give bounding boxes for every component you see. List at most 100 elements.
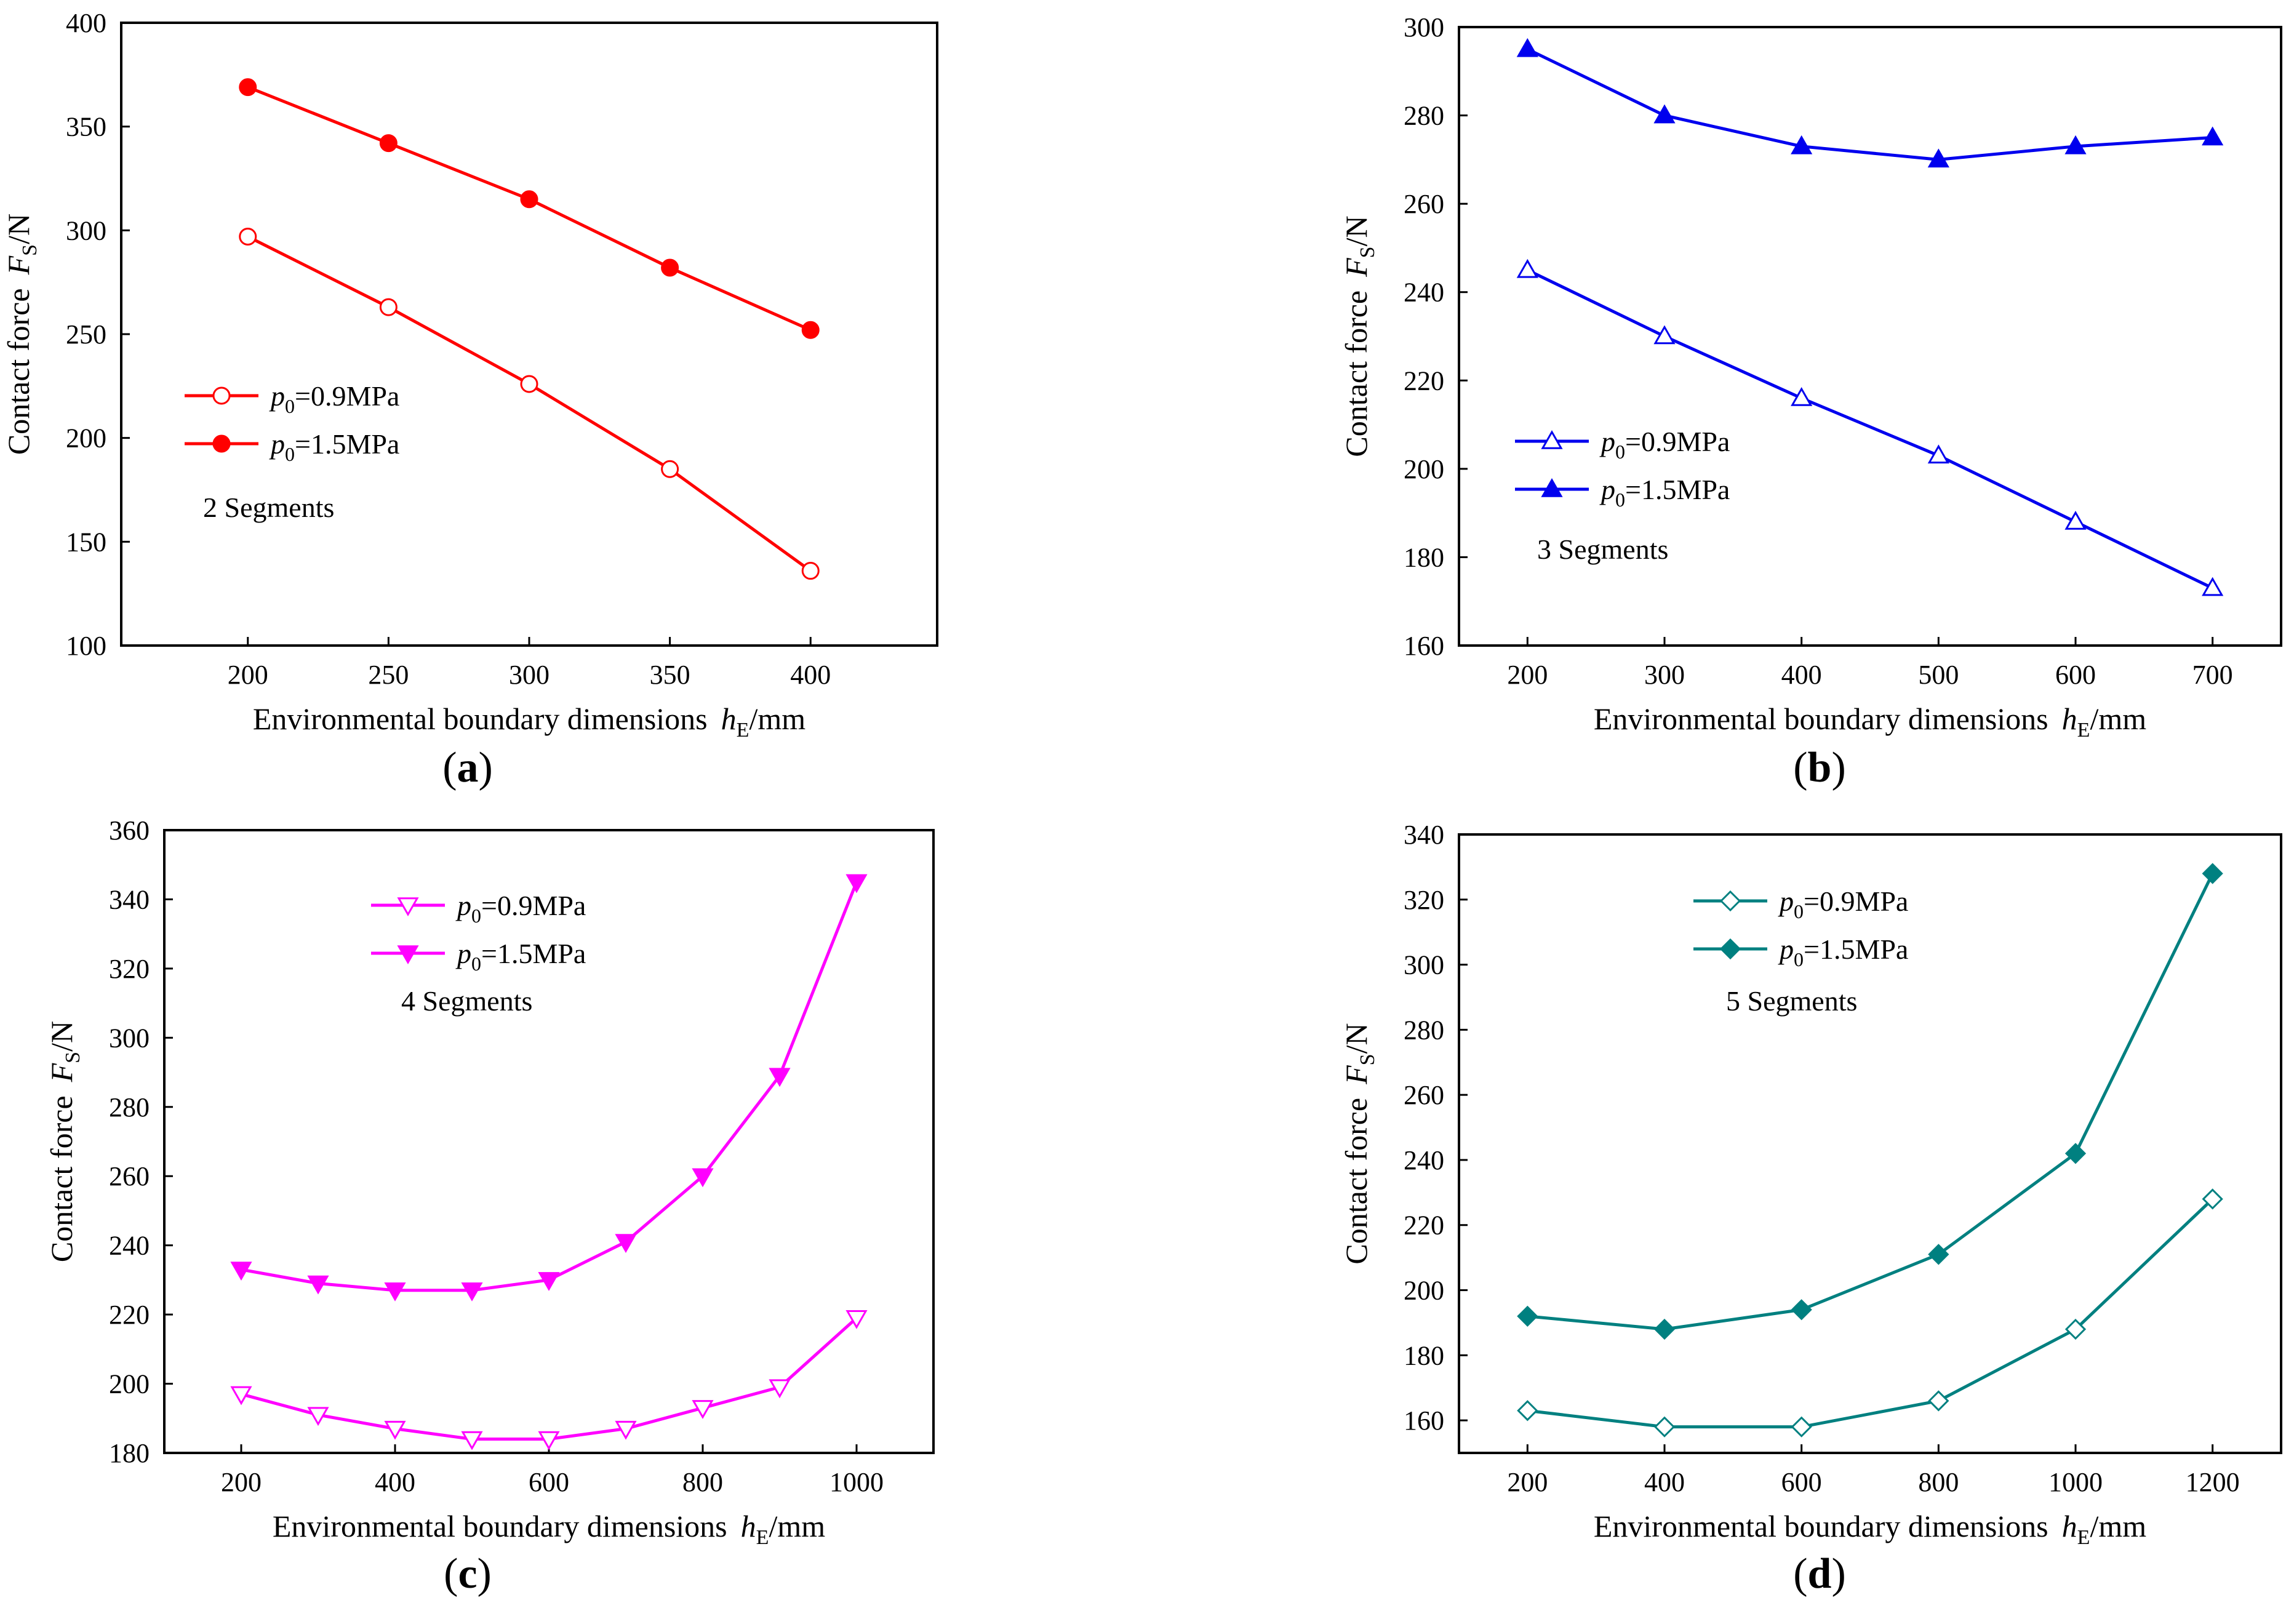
- data-point: [384, 1420, 406, 1440]
- legend: p0=0.9MPa p0=1.5MPa: [185, 380, 399, 465]
- data-point: [1791, 1416, 1812, 1438]
- y-tick-label: 160: [1404, 1406, 1444, 1436]
- y-tick-label: 320: [1404, 885, 1444, 915]
- y-axis-label: Contact forceFS/N: [1, 214, 41, 455]
- y-tick-label: 400: [66, 8, 106, 38]
- plot-frame: [163, 829, 935, 1454]
- x-tick-label: 200: [1507, 660, 1548, 690]
- data-point: [1653, 104, 1676, 124]
- y-tick-label: 200: [109, 1369, 150, 1399]
- y-tick-label: 320: [109, 954, 150, 984]
- legend-entry: p0=1.5MPa: [269, 428, 399, 465]
- x-tick-label: 1000: [2048, 1467, 2103, 1497]
- x-tick-label: 400: [1644, 1467, 1685, 1497]
- series-line: [1527, 47, 2213, 161]
- y-tick-label: 180: [1404, 1340, 1444, 1370]
- y-tick-label: 300: [109, 1023, 150, 1053]
- legend-entry: p0=1.5MPa: [1599, 474, 1730, 511]
- y-tick-label: 150: [66, 527, 106, 557]
- data-point: [801, 321, 820, 339]
- panel-caption: (a): [442, 744, 493, 791]
- data-point: [239, 227, 257, 246]
- legend: p0=0.9MPa p0=1.5MPa: [1693, 886, 1908, 970]
- x-tick-label: 300: [509, 660, 550, 690]
- legend: p0=0.9MPa p0=1.5MPa: [1515, 426, 1730, 511]
- x-tick-label: 800: [682, 1467, 723, 1497]
- data-point: [2202, 577, 2224, 596]
- data-point: [1653, 325, 1676, 345]
- data-point: [1928, 1390, 1949, 1412]
- data-point: [1517, 1400, 1538, 1422]
- data-point: [1653, 1416, 1676, 1438]
- legend: p0=0.9MPa p0=1.5MPa: [371, 890, 586, 975]
- series-line: [1527, 873, 2214, 1331]
- y-axis-label: Contact forceFS/N: [1339, 1023, 1379, 1264]
- x-tick-label: 300: [1644, 660, 1685, 690]
- y-tick-label: 240: [1404, 1145, 1444, 1175]
- data-point: [615, 1234, 637, 1254]
- series-p0-1-5mpa: [1517, 863, 2223, 1340]
- y-tick-label: 240: [109, 1231, 150, 1261]
- segments-annotation: 3 Segments: [1537, 534, 1668, 565]
- data-point: [538, 1431, 560, 1450]
- legend-marker: [1719, 890, 1741, 912]
- y-tick-label: 340: [1404, 820, 1444, 850]
- x-tick-label: 400: [790, 660, 831, 690]
- data-point: [230, 1386, 252, 1406]
- data-point: [845, 1310, 868, 1329]
- y-tick-label: 160: [1404, 631, 1444, 661]
- y-tick-label: 260: [109, 1161, 150, 1191]
- data-point: [307, 1275, 329, 1295]
- x-axis-label: Environmental boundary dimensions hE/mm: [253, 702, 805, 742]
- y-axis-label: Contact forceFS/N: [44, 1021, 84, 1262]
- chart-panel-d: 200 400 600 800 1000 1200 160 180 200 220 240 260 28…: [1339, 820, 2282, 1598]
- segments-annotation: 2 Segments: [203, 492, 334, 523]
- y-tick-label: 220: [109, 1300, 150, 1330]
- series-p0-0-9mpa: [230, 1310, 868, 1450]
- data-point: [661, 460, 679, 478]
- y-tick-label: 180: [109, 1438, 150, 1468]
- series-p0-0-9mpa: [1516, 258, 2224, 596]
- data-point: [1791, 386, 1813, 406]
- legend-marker: [397, 897, 419, 917]
- data-point: [1516, 258, 1538, 278]
- data-point: [661, 258, 679, 277]
- panel-caption: (b): [1793, 744, 1846, 791]
- data-point: [2202, 863, 2223, 884]
- y-tick-label: 350: [66, 112, 106, 142]
- legend-entry: p0=1.5MPa: [455, 938, 586, 975]
- series-line: [247, 86, 812, 332]
- series-line: [1527, 268, 2213, 590]
- series-p0-0-9mpa: [1517, 1188, 2223, 1438]
- segments-annotation: 5 Segments: [1726, 985, 1857, 1017]
- legend-marker: [212, 434, 231, 453]
- panel-caption: (c): [444, 1550, 492, 1598]
- data-point: [538, 1272, 560, 1291]
- x-axis-label: Environmental boundary dimensions hE/mm: [1594, 702, 2146, 742]
- x-tick-label: 400: [1781, 660, 1822, 690]
- data-point: [307, 1407, 329, 1426]
- data-point: [1653, 1318, 1676, 1340]
- legend-marker: [397, 945, 419, 965]
- series-p0-1-5mpa: [230, 874, 868, 1302]
- legend-entry: p0=0.9MPa: [455, 890, 586, 927]
- y-tick-label: 280: [109, 1092, 150, 1122]
- x-tick-label: 350: [650, 660, 690, 690]
- y-tick-label: 220: [1404, 366, 1444, 396]
- legend-entry: p0=0.9MPa: [269, 380, 399, 417]
- x-tick-label: 1200: [2186, 1467, 2240, 1497]
- data-point: [2202, 126, 2224, 146]
- data-point: [2064, 1143, 2087, 1164]
- legend-marker: [212, 386, 231, 405]
- data-point: [1516, 38, 1538, 57]
- y-tick-label: 100: [66, 631, 106, 661]
- data-point: [1927, 148, 1949, 168]
- series-line: [241, 1316, 858, 1441]
- x-axis-label: Environmental boundary dimensions hE/mm: [1594, 1509, 2146, 1549]
- data-point: [1517, 1305, 1538, 1327]
- x-tick-label: 600: [1781, 1467, 1822, 1497]
- data-point: [769, 1379, 791, 1399]
- y-tick-label: 220: [1404, 1210, 1444, 1241]
- y-tick-label: 280: [1404, 101, 1444, 131]
- y-tick-label: 260: [1404, 189, 1444, 219]
